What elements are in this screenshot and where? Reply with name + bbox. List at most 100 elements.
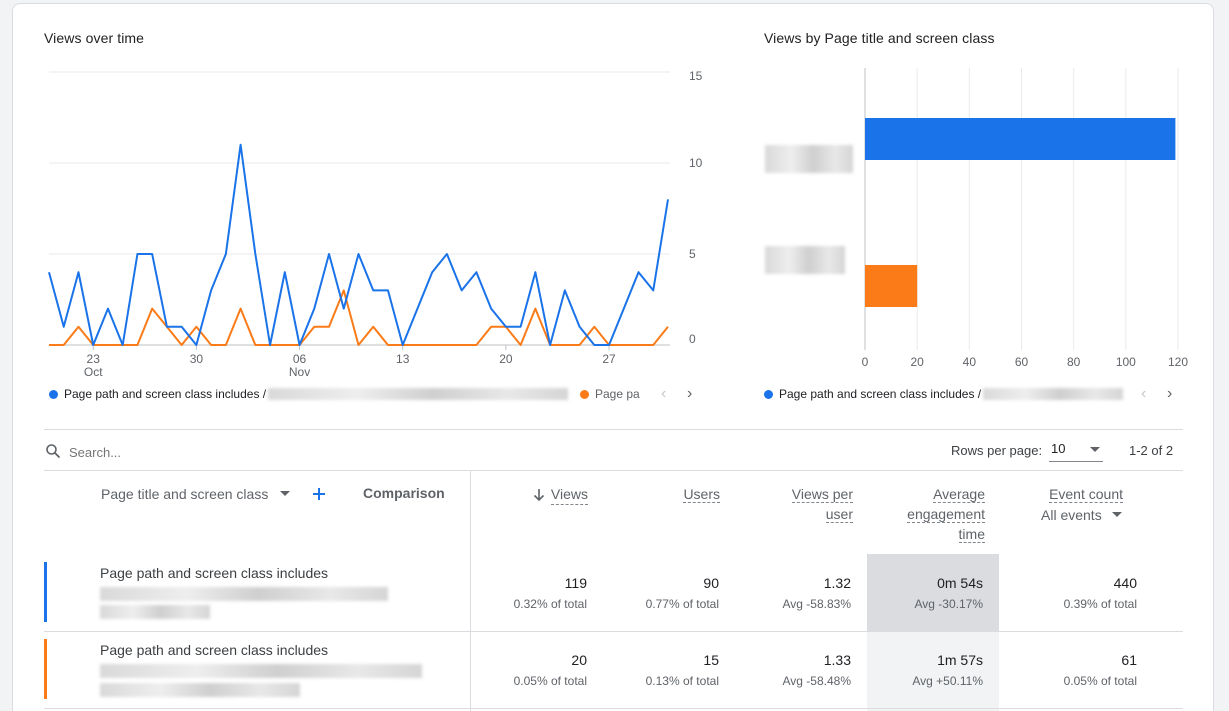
x-tick-label: 100 [1116, 355, 1136, 369]
divider [44, 708, 1183, 709]
x-tick-label: 60 [1015, 355, 1029, 369]
header-line: Event count [1049, 486, 1123, 503]
users-header-label: Users [683, 486, 720, 503]
y-tick-label: 0 [689, 332, 696, 346]
header-line: time [958, 526, 985, 543]
legend-prev-icon[interactable]: ‹ [1141, 385, 1147, 402]
events-filter-value: All events [1041, 507, 1102, 523]
views-value: 20 [571, 652, 587, 668]
events-sub: 0.39% of total [1063, 597, 1137, 611]
header-line: Average [933, 486, 985, 503]
header-line: Views per [791, 486, 853, 503]
x-tick-label: 27 [602, 352, 616, 366]
bar-legend-item-1[interactable]: Page path and screen class includes / [764, 387, 1124, 401]
divider [44, 631, 1183, 632]
bar[interactable] [865, 118, 1176, 160]
vpu-value: 1.32 [823, 575, 851, 591]
bar[interactable] [865, 265, 918, 307]
x-tick-month: Oct [84, 365, 103, 379]
table-row[interactable]: Page path and screen class includes 20 0… [13, 632, 1183, 711]
divider [44, 429, 1183, 430]
dimension-selector[interactable]: Page title and screen class [101, 486, 291, 502]
y-tick-label: 10 [689, 156, 703, 170]
y-tick-label: 15 [689, 69, 703, 83]
line-legend-item-2[interactable]: Page pa [580, 387, 640, 401]
x-tick-month: Nov [289, 365, 310, 379]
redacted-text [268, 388, 569, 400]
x-tick-label: 23 [87, 352, 101, 366]
dimension-header: Page title and screen class [101, 486, 269, 502]
views-sub: 0.05% of total [513, 674, 587, 688]
line-series-blue [48, 143, 669, 346]
rows-per-page-select[interactable]: 10 [1049, 438, 1103, 462]
views-per-user-header[interactable]: Views per user [773, 484, 853, 524]
column-highlight [867, 632, 999, 711]
x-tick-label: 80 [1067, 355, 1081, 369]
users-value: 90 [703, 575, 719, 591]
aet-value: 1m 57s [937, 652, 983, 668]
legend-dot-orange [580, 389, 589, 399]
redacted-text [100, 605, 210, 619]
legend-label: Page path and screen class includes / [64, 387, 267, 401]
users-header[interactable]: Users [638, 484, 720, 504]
redacted-text [100, 587, 388, 601]
row-label: Page path and screen class includes [100, 565, 329, 581]
x-tick-label: 30 [190, 352, 204, 366]
aet-sub: Avg +50.11% [912, 674, 983, 688]
caret-down-icon [1111, 512, 1122, 517]
views-header[interactable]: Views [518, 484, 588, 505]
search-icon [46, 444, 61, 459]
report-card: Views over time 15 10 5 0 23 Oct 30 06 Nov 13 20 2… [12, 3, 1214, 711]
legend-prev-icon[interactable]: ‹ [661, 385, 667, 402]
pagination-text: 1-2 of 2 [1129, 443, 1174, 458]
legend-next-icon[interactable]: › [1167, 385, 1173, 402]
avg-engagement-header[interactable]: Average engagement time [893, 484, 985, 544]
legend-dot-blue [764, 389, 773, 399]
y-tick-label: 5 [689, 247, 696, 261]
views-value: 119 [564, 575, 587, 591]
aet-value: 0m 54s [937, 575, 983, 591]
vpu-sub: Avg -58.48% [782, 674, 852, 688]
add-dimension-icon[interactable] [312, 487, 326, 501]
users-value: 15 [703, 652, 719, 668]
row-color-indicator [44, 639, 47, 699]
divider [44, 470, 1183, 471]
line-series-orange [49, 289, 669, 346]
header-line: user [825, 506, 853, 523]
x-tick-label: 120 [1168, 355, 1188, 369]
users-sub: 0.13% of total [645, 674, 719, 688]
comparison-header: Comparison [363, 485, 445, 501]
line-legend-item-1[interactable]: Page path and screen class includes / [49, 387, 569, 401]
vpu-value: 1.33 [823, 652, 851, 668]
x-tick-label: 40 [963, 355, 977, 369]
events-value: 61 [1121, 652, 1137, 668]
header-line: engagement [907, 506, 985, 523]
search-input[interactable] [69, 442, 369, 462]
redacted-text [100, 664, 422, 678]
redacted-text [983, 388, 1124, 400]
event-count-header[interactable]: Event count [1023, 484, 1123, 504]
views-header-label: Views [550, 484, 588, 505]
row-color-indicator [44, 562, 47, 622]
caret-down-icon [1090, 447, 1100, 452]
bar-chart: 0 20 40 60 80 100 120 [862, 68, 1188, 369]
caret-down-icon [280, 491, 291, 496]
x-tick-label: 20 [910, 355, 924, 369]
aet-sub: Avg -30.17% [914, 597, 984, 611]
x-tick-label: 0 [862, 355, 869, 369]
table-row[interactable]: Page path and screen class includes 119 … [13, 554, 1183, 631]
users-sub: 0.77% of total [645, 597, 719, 611]
column-highlight [867, 554, 999, 631]
legend-next-icon[interactable]: › [687, 385, 693, 402]
column-divider [470, 470, 471, 711]
redacted-text [100, 683, 300, 697]
events-value: 440 [1113, 575, 1137, 591]
bar-chart-title: Views by Page title and screen class [764, 30, 995, 46]
legend-label: Page pa [595, 387, 640, 401]
events-filter-select[interactable]: All events [1041, 507, 1122, 523]
rows-per-page-label: Rows per page: [951, 443, 1043, 458]
x-tick-label: 20 [499, 352, 513, 366]
views-sub: 0.32% of total [513, 597, 587, 611]
legend-dot-blue [49, 389, 58, 399]
